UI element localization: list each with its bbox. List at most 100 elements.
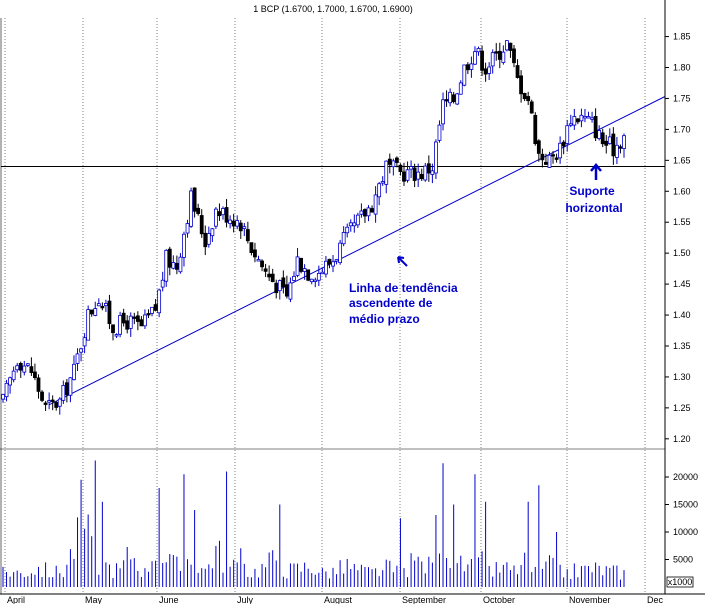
candle-body xyxy=(377,183,382,198)
candle xyxy=(114,333,119,338)
candle-body xyxy=(203,232,208,248)
candle-body xyxy=(373,194,378,215)
candle xyxy=(377,181,382,206)
candle xyxy=(79,347,83,362)
candle-body xyxy=(118,315,123,335)
candle xyxy=(8,376,12,394)
candle-body xyxy=(206,233,211,245)
candle xyxy=(164,249,169,287)
candle-body xyxy=(593,116,598,139)
candle-body xyxy=(526,96,531,102)
candle-body xyxy=(370,208,374,213)
month-label: May xyxy=(85,595,103,604)
candle-body xyxy=(615,144,619,158)
price-axis: 1.85 1.80 1.75 1.70 1.65 1.60 1.55 1.50 1.45 1.40… xyxy=(665,32,691,444)
candle-body xyxy=(157,289,162,314)
candle-body xyxy=(139,319,144,327)
candle-body xyxy=(590,117,594,120)
candle xyxy=(363,208,367,223)
candle xyxy=(4,379,9,402)
candle xyxy=(348,219,353,232)
candle-body xyxy=(519,75,523,95)
candle xyxy=(199,209,204,238)
candle xyxy=(299,257,303,274)
price-tick-label: 1.65 xyxy=(673,155,691,165)
month-label: Dec xyxy=(647,595,664,604)
candle-body xyxy=(8,377,12,386)
candle-body xyxy=(607,136,612,144)
candle xyxy=(409,160,413,179)
candle xyxy=(118,311,123,338)
candle xyxy=(43,400,48,411)
candle xyxy=(182,231,186,267)
candle-body xyxy=(490,52,495,67)
candle-body xyxy=(437,124,442,141)
candle xyxy=(217,203,222,221)
candle xyxy=(146,309,151,319)
candle xyxy=(416,163,421,187)
candle-body xyxy=(572,116,577,126)
candle xyxy=(480,45,484,76)
candle-body xyxy=(160,279,165,288)
candle-body xyxy=(4,382,9,398)
candle xyxy=(458,80,463,95)
candle xyxy=(274,279,279,299)
candle xyxy=(249,242,254,256)
candle xyxy=(327,258,332,269)
candle xyxy=(494,43,499,61)
candle xyxy=(40,390,44,403)
candle xyxy=(611,127,616,165)
candle-body xyxy=(611,133,616,157)
candle-body xyxy=(277,280,282,292)
candle-body xyxy=(274,282,279,294)
candle xyxy=(64,378,69,403)
candle xyxy=(238,220,243,239)
support-annotation: Suporte horizontal xyxy=(565,163,623,215)
trend-arrow-icon xyxy=(397,256,408,267)
candle xyxy=(228,215,233,229)
candle xyxy=(277,279,282,300)
candle xyxy=(253,242,257,263)
candle-body xyxy=(167,248,172,268)
candle xyxy=(185,219,190,238)
candle-body xyxy=(409,166,413,170)
candle xyxy=(334,259,339,265)
candle xyxy=(68,377,73,403)
candle-body xyxy=(68,377,73,396)
candle-body xyxy=(143,314,147,327)
candle xyxy=(93,301,98,317)
candle-body xyxy=(214,208,218,227)
candle-body xyxy=(153,304,158,311)
candle-body xyxy=(416,171,421,180)
candle-body xyxy=(210,228,215,237)
candle-body xyxy=(267,273,272,278)
candle xyxy=(405,161,410,183)
candle-body xyxy=(405,169,410,181)
candle xyxy=(398,163,403,176)
candle xyxy=(600,128,605,148)
candle-body xyxy=(504,40,509,51)
candle-body xyxy=(494,51,499,54)
candle-body xyxy=(533,114,538,145)
candle-body xyxy=(79,348,83,353)
candle-body xyxy=(313,279,318,282)
candle-body xyxy=(348,222,353,227)
candle-body xyxy=(36,377,41,392)
candle-body xyxy=(547,154,552,168)
volume-tick-label: 10000 xyxy=(673,527,698,537)
candle-body xyxy=(568,123,573,126)
candle-body xyxy=(600,132,605,145)
candle xyxy=(412,163,417,188)
candle-body xyxy=(260,260,264,268)
candle-body xyxy=(299,257,303,272)
candle xyxy=(529,99,534,114)
candle xyxy=(370,205,374,213)
candle xyxy=(590,111,594,123)
candle-body xyxy=(529,101,534,114)
price-tick-label: 1.70 xyxy=(673,124,691,134)
candle-body xyxy=(93,308,98,316)
candle-body xyxy=(426,163,431,174)
candle-body xyxy=(182,233,186,258)
